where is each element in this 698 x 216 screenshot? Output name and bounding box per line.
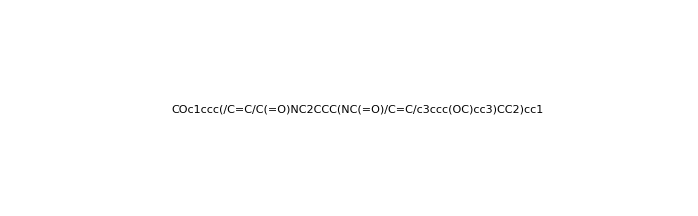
Text: COc1ccc(/C=C/C(=O)NC2CCC(NC(=O)/C=C/c3ccc(OC)cc3)CC2)cc1: COc1ccc(/C=C/C(=O)NC2CCC(NC(=O)/C=C/c3cc…	[172, 104, 544, 114]
